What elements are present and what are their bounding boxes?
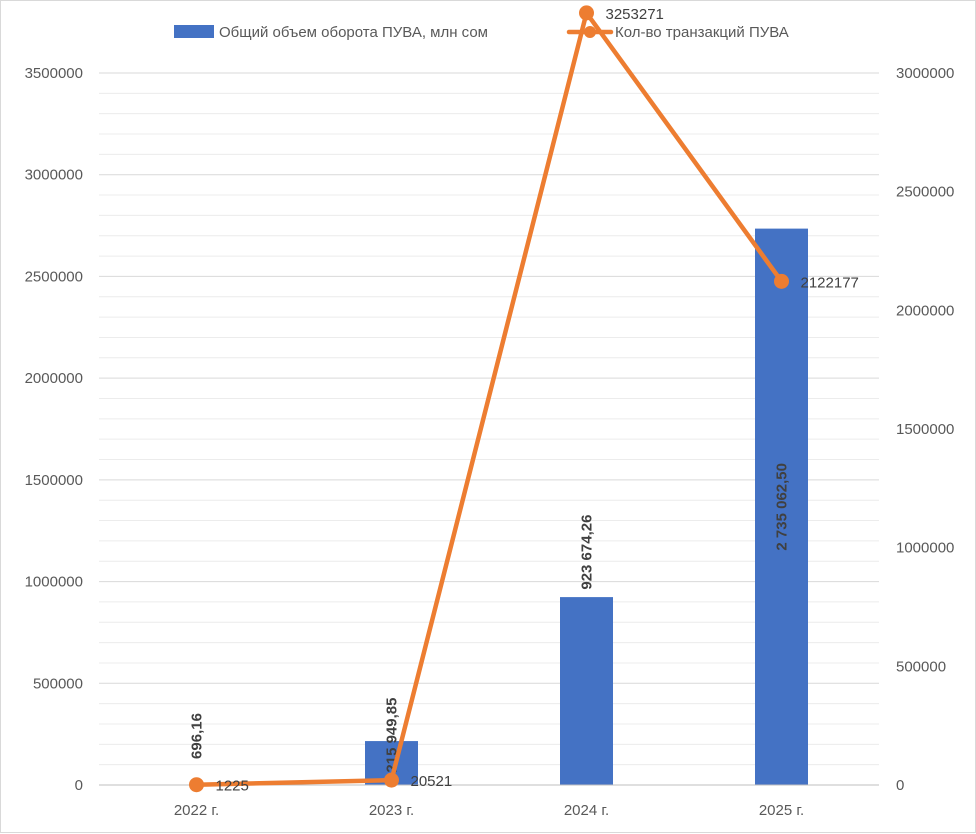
bar-data-label: 2 735 062,50 [774, 463, 791, 551]
bar-data-label: 696,16 [189, 713, 206, 759]
y-right-tick-label: 2000000 [896, 302, 954, 319]
legend-bar-swatch [174, 25, 214, 38]
y-right-tick-label: 0 [896, 777, 904, 794]
y-left-tick-label: 1000000 [25, 574, 83, 591]
y-left-tick-label: 3000000 [25, 167, 83, 184]
line-data-label: 2122177 [801, 274, 859, 291]
y-right-tick-label: 1000000 [896, 540, 954, 557]
legend-line-label: Кол-во транзакций ПУВА [615, 24, 789, 41]
y-left-tick-label: 0 [75, 777, 83, 794]
bar-data-label: 923 674,26 [579, 515, 596, 590]
y-left-tick-label: 2000000 [25, 370, 83, 387]
y-right-tick-label: 2500000 [896, 184, 954, 201]
line-point [579, 5, 594, 20]
line-point [384, 773, 399, 788]
legend-bar-label: Общий объем оборота ПУВА, млн сом [219, 24, 488, 41]
y-left-tick-label: 3500000 [25, 65, 83, 82]
x-tick-label: 2025 г. [759, 802, 804, 819]
y-left-tick-label: 1500000 [25, 472, 83, 489]
line-data-label: 1225 [216, 778, 249, 795]
x-tick-label: 2023 г. [369, 802, 414, 819]
line-data-label: 20521 [411, 773, 453, 790]
y-left-tick-label: 500000 [33, 675, 83, 692]
y-right-tick-label: 500000 [896, 658, 946, 675]
line-point [774, 274, 789, 289]
line-data-label: 3253271 [606, 6, 664, 23]
y-left-tick-label: 2500000 [25, 268, 83, 285]
y-right-tick-label: 1500000 [896, 421, 954, 438]
x-tick-label: 2024 г. [564, 802, 609, 819]
y-right-tick-label: 3000000 [896, 65, 954, 82]
x-tick-label: 2022 г. [174, 802, 219, 819]
line-point [189, 777, 204, 792]
bar [560, 597, 613, 785]
legend-line-marker [584, 26, 596, 38]
